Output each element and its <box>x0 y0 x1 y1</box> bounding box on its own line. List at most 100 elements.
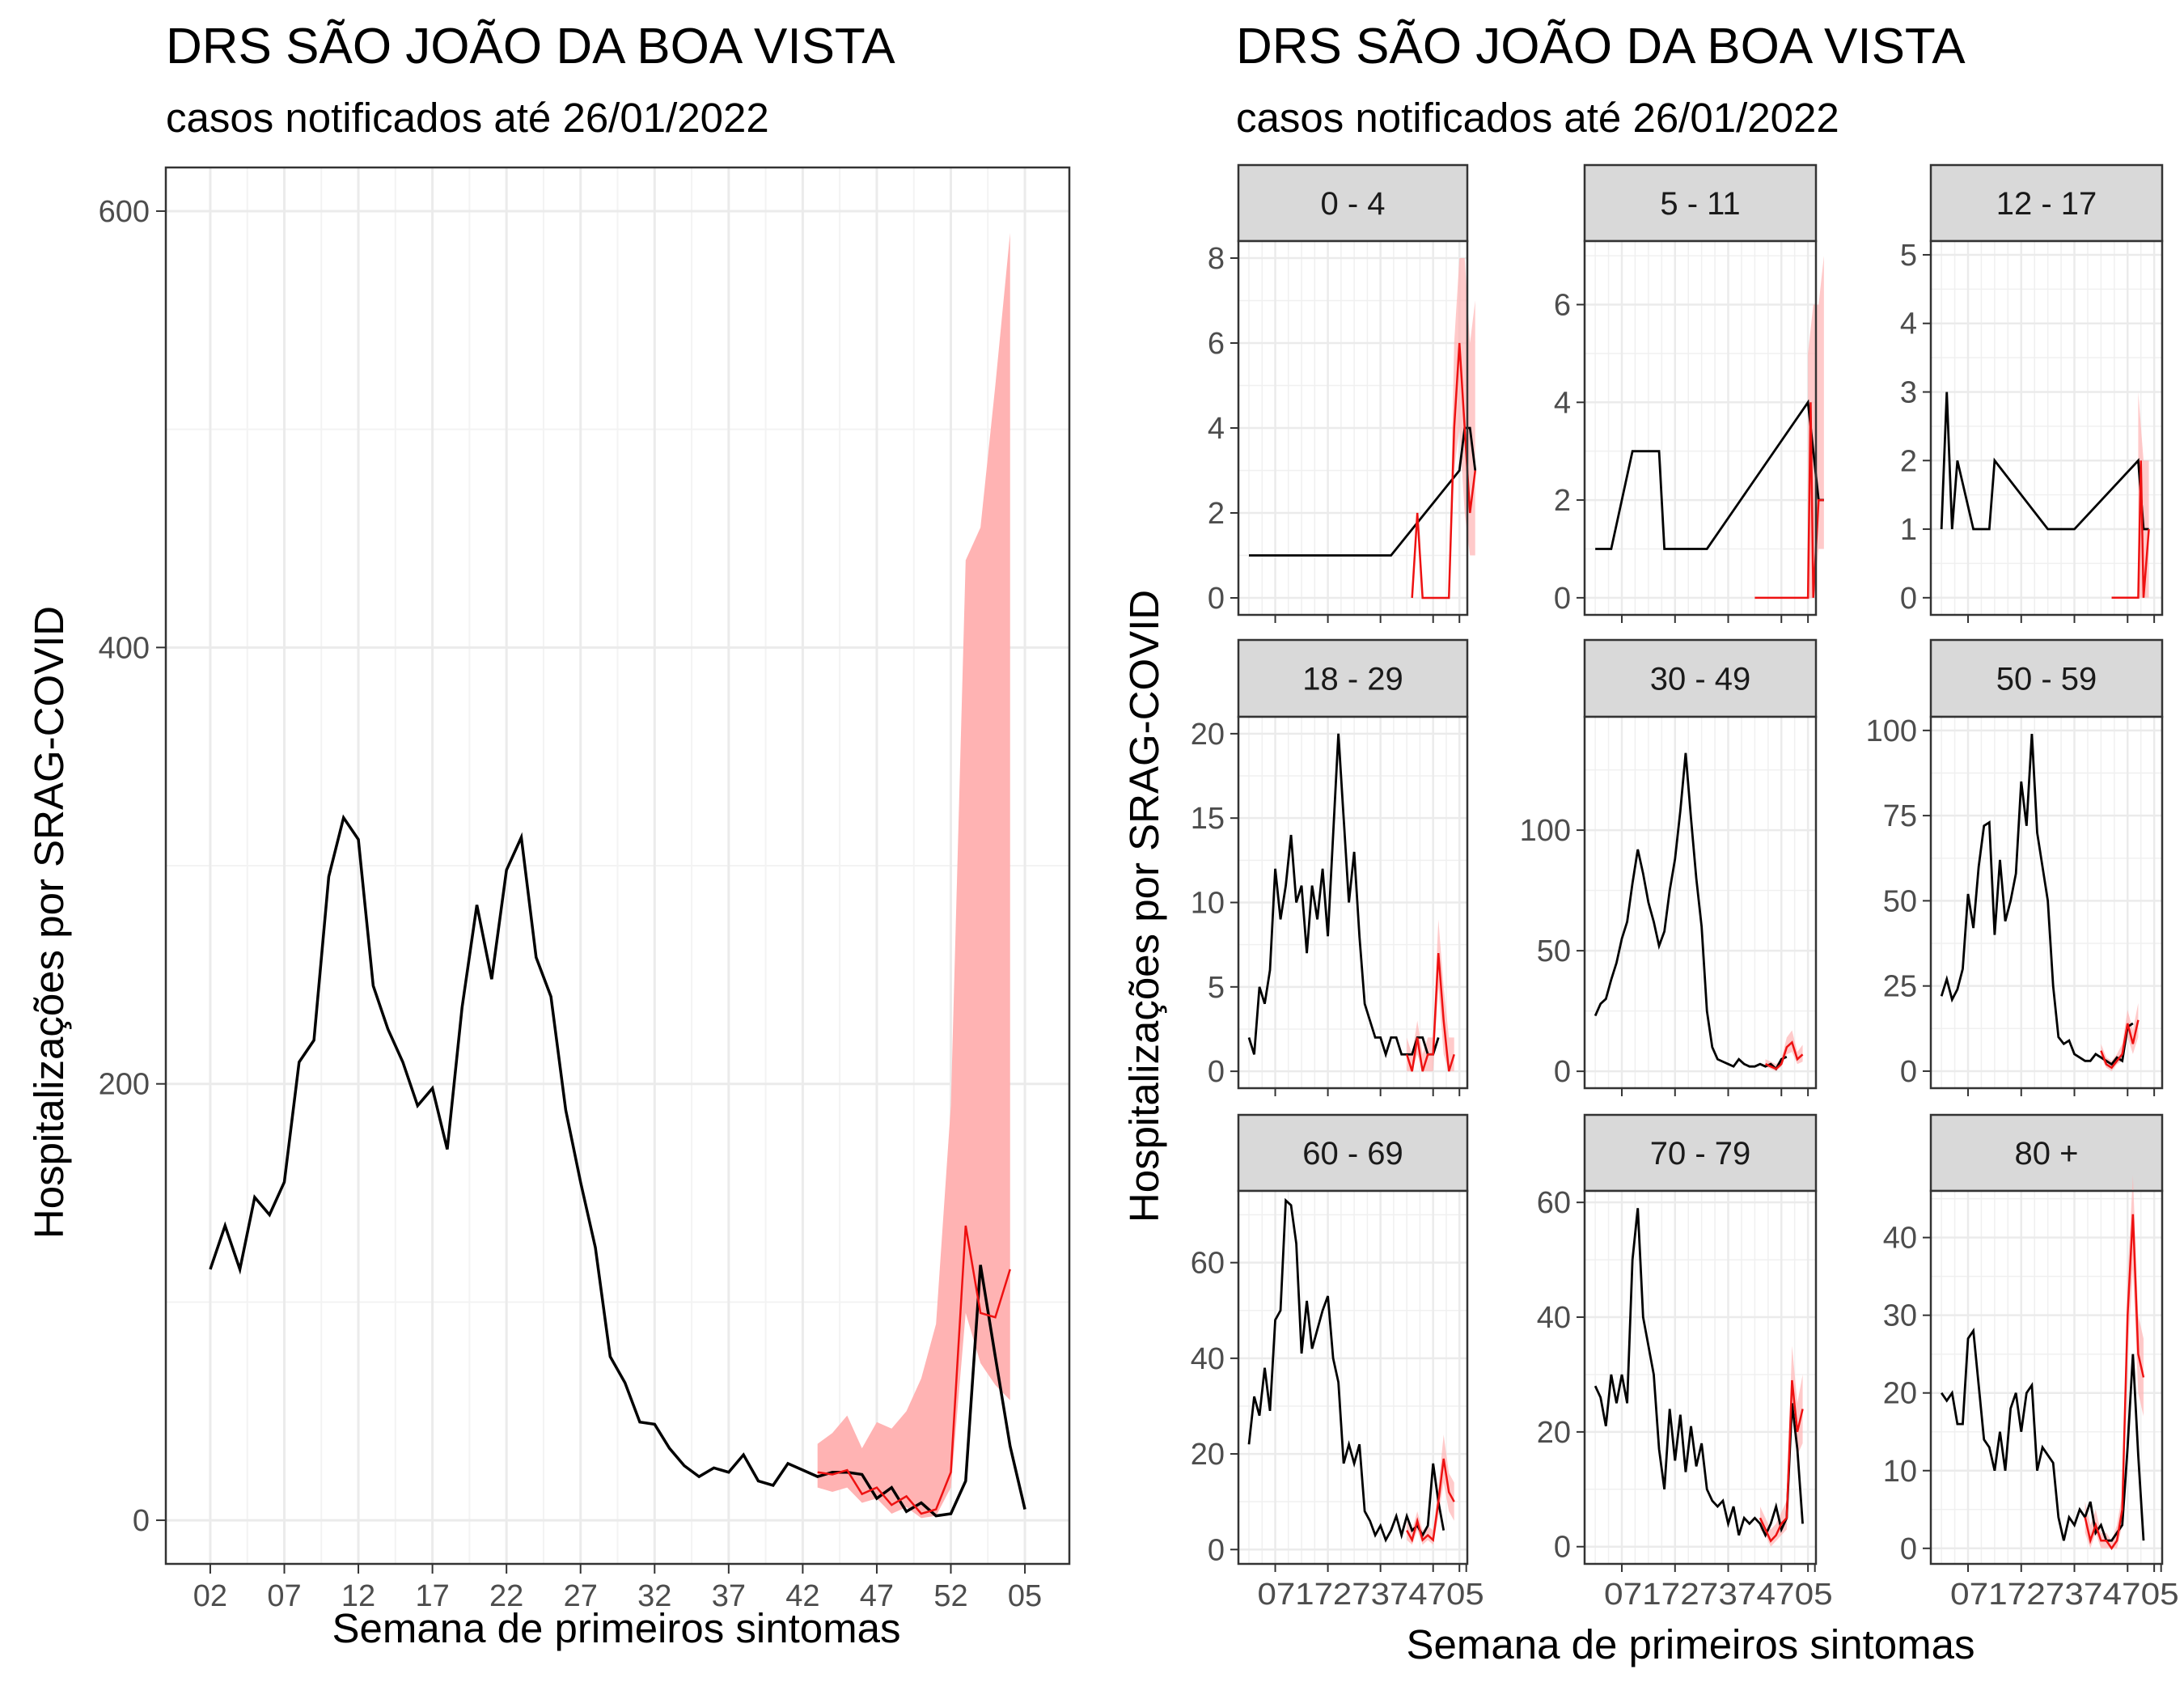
left-x-tick-label: 12 <box>341 1579 375 1613</box>
facet-y-tick-label: 5 <box>1900 239 1917 273</box>
left-x-tick-label: 37 <box>712 1579 746 1613</box>
facet-strip-label: 70 - 79 <box>1650 1136 1751 1172</box>
facet-y-tick-label: 15 <box>1191 802 1225 836</box>
facet-panel-border <box>1237 239 1469 616</box>
left-x-tick-label: 27 <box>564 1579 598 1613</box>
left-y-tick-label: 400 <box>99 631 150 665</box>
facet-y-tick-label: 0 <box>1900 582 1917 616</box>
facet-y-tick-label: 0 <box>1554 1531 1571 1565</box>
left-x-tick-label: 07 <box>267 1579 301 1613</box>
right-y-axis-title: Hospitalizações por SRAG-COVID <box>1121 590 1167 1222</box>
left-panel-border <box>164 166 1071 1566</box>
left-x-tick-label: 32 <box>637 1579 671 1613</box>
left-x-tick-label: 02 <box>193 1579 227 1613</box>
facet-nowcast-line <box>1754 402 1824 600</box>
facet-strip-label: 12 - 17 <box>1996 186 2097 222</box>
facet-strip <box>1237 1113 1469 1193</box>
facet-strip <box>1583 638 1818 718</box>
left-nowcast-line <box>817 1225 1011 1515</box>
facet-y-tick-label: 4 <box>1208 412 1225 446</box>
facet-strip-label: 0 - 4 <box>1320 186 1385 222</box>
facet-y-tick-label: 0 <box>1208 1533 1225 1567</box>
left-x-tick-label: 47 <box>860 1579 894 1613</box>
facet-panel-border <box>1583 1189 1818 1566</box>
facet-y-tick-label: 60 <box>1191 1247 1225 1281</box>
facet-y-tick-label: 0 <box>1554 1055 1571 1089</box>
facet-y-tick-label: 2 <box>1554 484 1571 518</box>
facet-strip <box>1929 1113 2164 1193</box>
facet-panel-border <box>1237 715 1469 1090</box>
facet-y-tick-label: 30 <box>1883 1299 1917 1333</box>
facet-y-tick-label: 75 <box>1883 799 1917 833</box>
facet-observed-line <box>1940 1327 2145 1542</box>
facet-x-tick-labels: 071727374705 <box>1604 1578 1833 1612</box>
facet-nowcast-line <box>2111 460 2150 600</box>
facet-panel-border <box>1237 1189 1469 1566</box>
facet-y-tick-label: 4 <box>1554 386 1571 420</box>
facet-observed-line <box>1940 392 2149 531</box>
right-chart-title: DRS SÃO JOÃO DA BOA VISTA <box>1236 19 1966 74</box>
facet-panel-background <box>1585 241 1816 615</box>
facet-y-tick-label: 1 <box>1900 513 1917 547</box>
facet-panel-border <box>1583 715 1818 1090</box>
facet-strip <box>1237 638 1469 718</box>
left-observed-line <box>209 814 1026 1518</box>
facet-observed-line <box>1594 1208 1804 1538</box>
left-x-tick-label: 22 <box>489 1579 523 1613</box>
facet-panel-background <box>1585 717 1816 1088</box>
facet-strip-label: 5 - 11 <box>1660 186 1740 222</box>
facet-nowcast-line <box>1759 1379 1804 1543</box>
facet-y-tick-label: 20 <box>1191 718 1225 752</box>
facet-y-tick-label: 0 <box>1900 1532 1917 1566</box>
facet-y-tick-label: 10 <box>1883 1455 1917 1489</box>
facet-y-tick-label: 20 <box>1537 1416 1571 1450</box>
left-x-tick-label: 05 <box>1008 1579 1042 1613</box>
facet-panel-background <box>1931 241 2162 615</box>
left-y-axis-title: Hospitalizações por SRAG-COVID <box>26 606 72 1239</box>
facet-nowcast-line <box>1406 1458 1455 1543</box>
facet-nowcast-line <box>2084 1214 2145 1551</box>
facet-strip <box>1929 163 2164 243</box>
facet-50-59: 50 - 59 0 25 50 75 100 <box>1866 638 2164 1096</box>
facet-strip-label: 60 - 69 <box>1302 1136 1403 1172</box>
facet-y-tick-label: 20 <box>1883 1377 1917 1411</box>
facet-nowcast-band <box>2085 1175 2144 1549</box>
left-chart-title: DRS SÃO JOÃO DA BOA VISTA <box>166 19 895 74</box>
facet-y-tick-label: 100 <box>1520 814 1571 848</box>
left-nowcast-band <box>817 232 1010 1519</box>
facet-panel-border <box>1929 239 2164 616</box>
facet-y-tick-label: 25 <box>1883 970 1917 1004</box>
facet-y-tick-label: 6 <box>1208 327 1225 361</box>
facet-y-tick-label: 40 <box>1883 1222 1917 1256</box>
facet-nowcast-band <box>1765 1030 1803 1072</box>
facet-y-tick-label: 3 <box>1900 375 1917 409</box>
facet-y-tick-label: 4 <box>1900 307 1917 341</box>
facet-x-tick-labels: 071727374705 <box>1950 1578 2179 1612</box>
facet-strip-label: 30 - 49 <box>1650 662 1751 697</box>
left-y-tick-label: 200 <box>99 1068 150 1102</box>
left-chart-subtitle: casos notificados até 26/01/2022 <box>166 95 769 141</box>
facet-panel-border <box>1583 239 1818 616</box>
facet-30-49: 30 - 49 0 50 100 <box>1520 638 1818 1096</box>
facet-y-tick-label: 2 <box>1208 497 1225 531</box>
facet-y-tick-label: 40 <box>1537 1301 1571 1335</box>
facet-y-tick-label: 0 <box>1208 582 1225 616</box>
facet-5-11: 5 - 11 0 2 4 6 <box>1554 163 1824 623</box>
facet-18-29: 18 - 29 0 5 10 15 20 <box>1191 638 1469 1096</box>
facet-0-4: 0 - 4 0 2 4 6 8 <box>1208 163 1477 623</box>
facet-nowcast-band <box>1449 258 1475 598</box>
left-chart: 02 07 12 17 22 27 32 37 42 47 52 05 0 200 400 600 <box>99 166 1071 1613</box>
right-x-axis-title: Semana de primeiros sintomas <box>1407 1621 1975 1667</box>
facet-y-tick-label: 100 <box>1866 714 1917 748</box>
facet-y-tick-label: 40 <box>1191 1342 1225 1376</box>
facet-observed-line <box>1940 733 2134 1066</box>
left-x-tick-label: 42 <box>785 1579 819 1613</box>
facet-y-tick-label: 6 <box>1554 289 1571 323</box>
facet-strip <box>1929 638 2164 718</box>
facet-nowcast-line <box>2100 1019 2140 1070</box>
facet-panel-border <box>1929 1189 2164 1566</box>
facet-80+: 80 + 0 10 20 30 40 071727374705 <box>1883 1113 2179 1612</box>
facet-60-69: 60 - 69 0 20 40 60 071727374705 <box>1191 1113 1484 1612</box>
